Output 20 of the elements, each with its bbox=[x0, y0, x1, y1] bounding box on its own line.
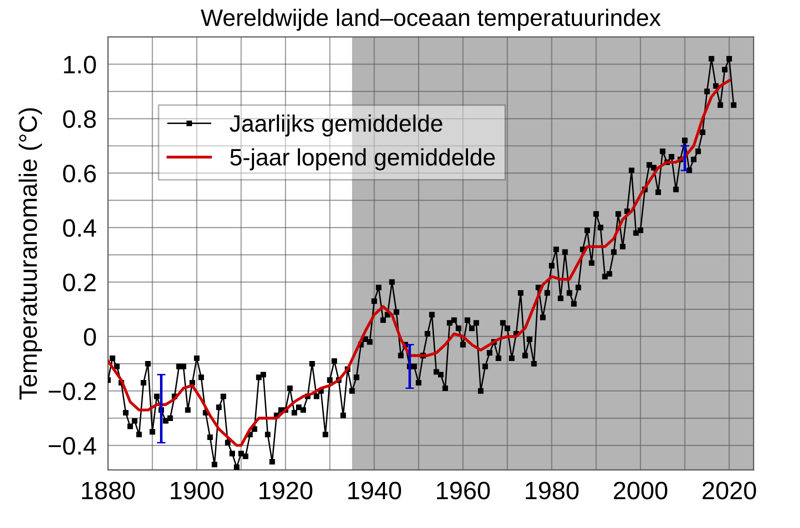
y-tick-label: 0.4 bbox=[63, 219, 96, 237]
x-tick-label: 1980 bbox=[526, 482, 579, 500]
y-axis-title: Temperatuuranomalie (°C) bbox=[18, 108, 42, 400]
y-tick-label: −0.2 bbox=[48, 382, 96, 400]
y-tick-label: 0.6 bbox=[63, 164, 96, 182]
x-tick-label: 2020 bbox=[702, 482, 756, 500]
y-tick-label: −0.4 bbox=[48, 437, 96, 455]
y-tick-label: 0.2 bbox=[63, 274, 96, 292]
legend-label: Jaarlijks gemiddelde bbox=[230, 114, 442, 137]
x-tick-label: 1880 bbox=[82, 482, 135, 500]
x-tick-label: 2000 bbox=[614, 482, 668, 500]
x-tick-label: 1900 bbox=[170, 482, 224, 500]
y-tick-label: 0 bbox=[84, 328, 96, 346]
x-tick-label: 1960 bbox=[437, 482, 490, 500]
chart-title: Wereldwijde land–oceaan temperatuurindex bbox=[200, 8, 661, 31]
legend-label: 5-jaar lopend gemiddelde bbox=[230, 148, 495, 170]
x-tick-label: 1940 bbox=[348, 482, 402, 500]
y-tick-label: 1.0 bbox=[64, 56, 96, 74]
x-tick-label: 1920 bbox=[260, 482, 312, 500]
y-tick-label: 0.8 bbox=[63, 110, 96, 128]
